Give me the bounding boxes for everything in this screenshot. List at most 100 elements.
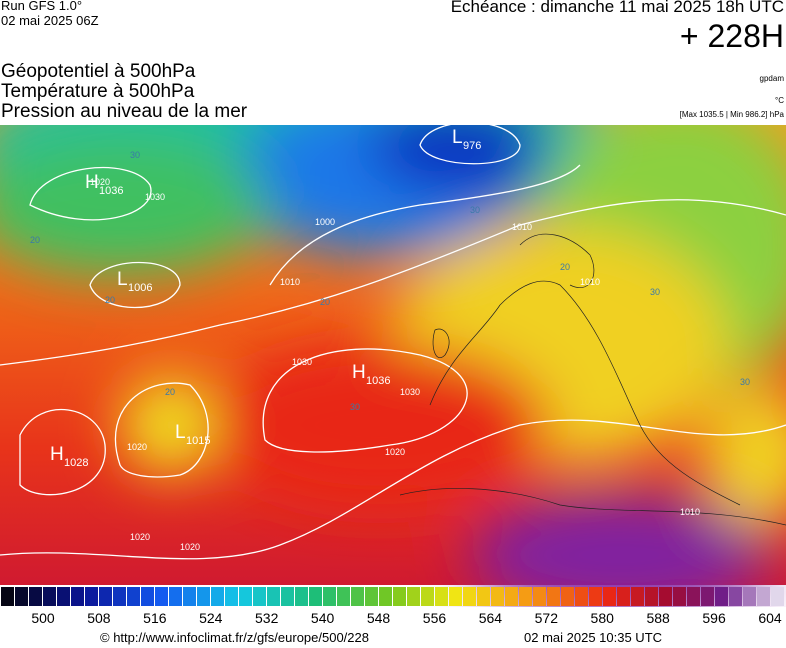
colorbar-swatch — [687, 587, 700, 606]
colorbar-swatch — [43, 587, 56, 606]
center-value: 1028 — [64, 457, 88, 469]
colorbar-swatch — [463, 587, 476, 606]
colorbar-swatch — [631, 587, 644, 606]
contour-label: 1010 — [680, 507, 700, 517]
colorbar-swatch — [421, 587, 434, 606]
colorbar-swatch — [281, 587, 294, 606]
colorbar: 500 508 516 524 532 540 548 556 564 572 580 588 596 6… — [1, 587, 784, 626]
contour-label: 1030 — [145, 192, 165, 202]
colorbar-swatch — [603, 587, 616, 606]
center-kind: L — [117, 269, 128, 290]
center-kind: L — [175, 422, 186, 443]
contour-label: 30 — [740, 377, 750, 387]
colorbar-swatch — [575, 587, 588, 606]
center-kind: H — [352, 362, 366, 383]
colorbar-tick-label: 508 — [87, 610, 111, 626]
colorbar-swatch — [197, 587, 210, 606]
center-value: 976 — [463, 140, 481, 152]
colorbar-swatch — [589, 587, 602, 606]
colorbar-swatch — [267, 587, 280, 606]
colorbar-tick-label: 596 — [702, 610, 726, 626]
center-value: 1006 — [128, 282, 152, 294]
run: Run GFS 1.0° — [1, 0, 83, 13]
colorbar-swatch — [239, 587, 252, 606]
contour-label: 30 — [470, 205, 480, 215]
colorbar-swatch — [393, 587, 406, 606]
colorbar-swatch — [659, 587, 672, 606]
colorbar-swatch — [673, 587, 686, 606]
colorbar-tick-label: 604 — [758, 610, 782, 626]
center-kind: L — [452, 127, 463, 148]
contour-label: 20 — [560, 262, 570, 272]
contour-label: 1010 — [512, 222, 532, 232]
center-value: 1036 — [99, 185, 123, 197]
colorbar-swatch — [99, 587, 112, 606]
colorbar-tick-label: 580 — [591, 610, 615, 626]
colorbar-tick-label: 516 — [143, 610, 167, 626]
title-2: Température à 500hPa — [1, 81, 195, 102]
contour-label: 1030 — [400, 387, 420, 397]
colorbar-swatch — [337, 587, 350, 606]
colorbar-swatch — [253, 587, 266, 606]
colorbar-swatch — [113, 587, 126, 606]
colorbar-swatch — [323, 587, 336, 606]
colorbar-swatch — [505, 587, 518, 606]
echeance: Echéance : dimanche 11 mai 2025 18h UTC — [450, 0, 784, 16]
colorbar-swatch — [1, 587, 14, 606]
colorbar-swatch — [141, 587, 154, 606]
colorbar-tick-label: 540 — [311, 610, 335, 626]
unit-2: °C — [775, 96, 784, 105]
colorbar-tick-label: 588 — [646, 610, 670, 626]
center-kind: H — [85, 172, 99, 193]
contour-label: 1030 — [292, 357, 312, 367]
unit-1: gpdam — [759, 74, 784, 83]
colorbar-swatch — [715, 587, 728, 606]
unit-3: [Max 1035.5 | Min 986.2] hPa — [679, 110, 784, 119]
colorbar-swatch — [211, 587, 224, 606]
colorbar-swatch — [771, 587, 784, 606]
colorbar-swatch — [57, 587, 70, 606]
contour-label: 1020 — [130, 532, 150, 542]
contour-label: 1020 — [127, 442, 147, 452]
center-value: 1015 — [186, 435, 210, 447]
colorbar-swatch — [127, 587, 140, 606]
colorbar-swatch — [449, 587, 462, 606]
contour-label: 20 — [105, 295, 115, 305]
colorbar-swatch — [743, 587, 756, 606]
colorbar-tick-label: 548 — [367, 610, 391, 626]
colorbar-swatch — [407, 587, 420, 606]
contour-label: 1020 — [180, 542, 200, 552]
title-1: Géopotentiel à 500hPa — [1, 61, 196, 82]
contour-label: 20 — [165, 387, 175, 397]
colorbar-swatch — [491, 587, 504, 606]
colorbar-tick-label: 524 — [199, 610, 223, 626]
colorbar-swatch — [617, 587, 630, 606]
colorbar-swatch — [519, 587, 532, 606]
colorbar-swatch — [29, 587, 42, 606]
colorbar-swatch — [169, 587, 182, 606]
contour-label: 20 — [320, 297, 330, 307]
colorbar-swatch — [645, 587, 658, 606]
colorbar-tick-label: 500 — [31, 610, 55, 626]
center-kind: H — [50, 444, 64, 465]
center-value: 1036 — [366, 375, 390, 387]
contour-label: 1020 — [90, 177, 110, 187]
colorbar-swatch — [295, 587, 308, 606]
contour-label: 1010 — [280, 277, 300, 287]
colorbar-swatch — [547, 587, 560, 606]
colorbar-swatch — [225, 587, 238, 606]
colorbar-swatch — [309, 587, 322, 606]
footer-url: © http://www.infoclimat.fr/z/gfs/europe/… — [100, 630, 369, 645]
contour-label: 1020 — [385, 447, 405, 457]
contour-label: 30 — [350, 402, 360, 412]
lead-time: + 228H — [679, 18, 784, 54]
contour-label: 20 — [30, 235, 40, 245]
colorbar-swatch — [351, 587, 364, 606]
colorbar-tick-label: 564 — [479, 610, 503, 626]
colorbar-swatch — [477, 587, 490, 606]
colorbar-swatch — [701, 587, 714, 606]
colorbar-swatch — [15, 587, 28, 606]
contour-label: 30 — [130, 150, 140, 160]
